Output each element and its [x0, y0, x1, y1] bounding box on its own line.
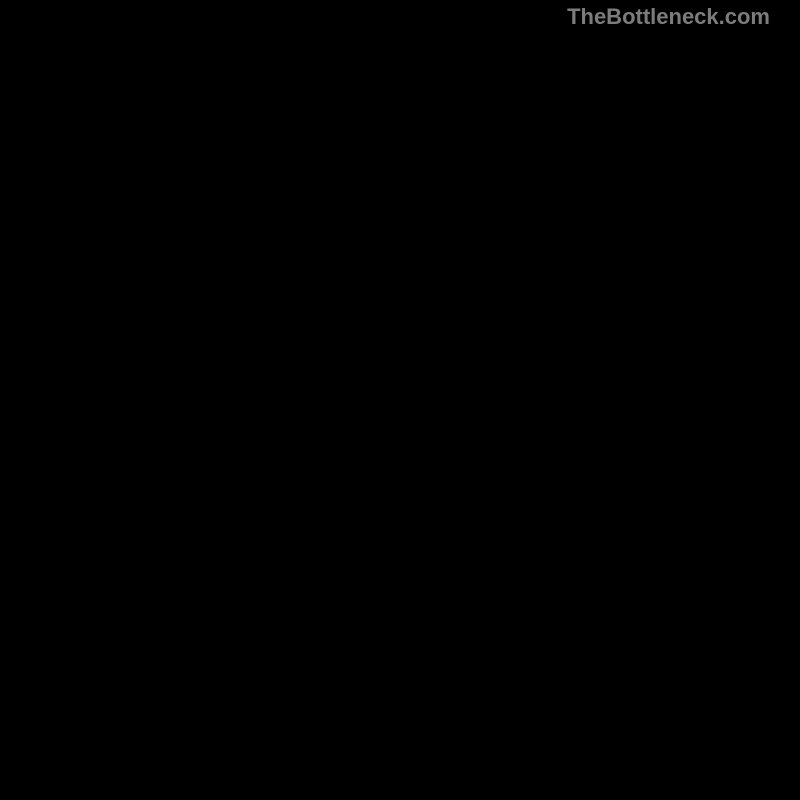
plot-area	[38, 30, 770, 772]
watermark-text: TheBottleneck.com	[567, 4, 770, 30]
heatmap-canvas	[38, 30, 770, 772]
